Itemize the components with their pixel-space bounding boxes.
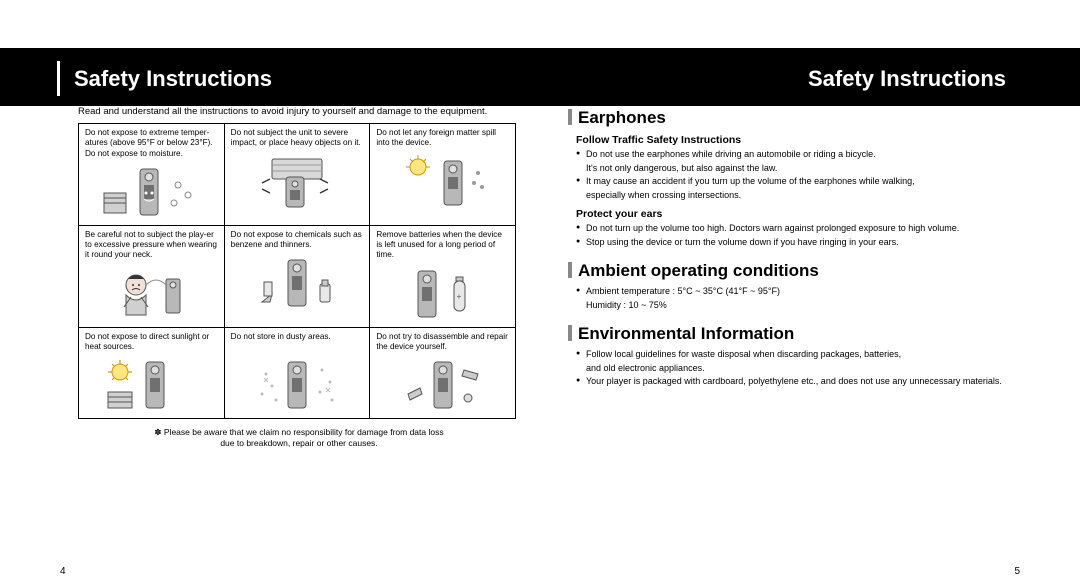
list-traffic: Do not use the earphones while driving a…	[576, 148, 1020, 202]
header-right: Safety Instructions	[560, 61, 1020, 96]
list-ears: Do not turn up the volume too high. Doct…	[576, 222, 1020, 249]
list-item: Ambient temperature : 5°C ~ 35°C (41°F ~…	[576, 285, 1020, 312]
spread: Safety Instructions Read and understand …	[0, 0, 1080, 449]
illustration	[231, 354, 364, 416]
list-item: Stop using the device or turn the volume…	[576, 236, 1020, 250]
list-item: Do not turn up the volume too high. Doct…	[576, 222, 1020, 236]
illustration: +	[376, 263, 509, 325]
cell-2-0: Do not expose to direct sunlight or heat…	[79, 327, 225, 419]
illustration	[85, 263, 218, 325]
sub-traffic: Follow Traffic Safety Instructions	[576, 134, 1020, 146]
sub-ears: Protect your ears	[576, 208, 1020, 220]
cell-1-2: Remove batteries when the device is left…	[370, 225, 516, 327]
illustration	[231, 252, 364, 314]
cell-1-1: Do not expose to chemicals such as benze…	[224, 225, 370, 327]
page-num-left: 4	[60, 566, 66, 577]
section-earphones: Earphones	[568, 108, 1020, 128]
page-num-right: 5	[1014, 566, 1020, 577]
list-ambient: Ambient temperature : 5°C ~ 35°C (41°F ~…	[576, 285, 1020, 312]
cell-0-2: Do not let any foreign matter spill into…	[370, 124, 516, 226]
right-content: Earphones Follow Traffic Safety Instruct…	[560, 108, 1020, 389]
illustration	[231, 151, 364, 213]
illustration	[376, 151, 509, 213]
safety-grid: Do not expose to extreme temper-atures (…	[78, 123, 516, 419]
page-right: Safety Instructions Earphones Follow Tra…	[540, 0, 1040, 449]
page-left: Safety Instructions Read and understand …	[40, 0, 540, 449]
illustration	[376, 354, 509, 416]
list-env: Follow local guidelines for waste dispos…	[576, 348, 1020, 389]
svg-text:+: +	[456, 292, 461, 301]
cell-0-1: Do not subject the unit to severe impact…	[224, 124, 370, 226]
cell-2-1: Do not store in dusty areas.	[224, 327, 370, 419]
header-title-right: Safety Instructions	[808, 66, 1006, 92]
list-item: It may cause an accident if you turn up …	[576, 175, 1020, 202]
header-left: Safety Instructions	[57, 61, 520, 96]
header-title-left: Safety Instructions	[74, 66, 272, 92]
list-item: Your player is packaged with cardboard, …	[576, 375, 1020, 389]
cell-2-2: Do not try to disassemble and repair the…	[370, 327, 516, 419]
section-ambient: Ambient operating conditions	[568, 261, 1020, 281]
section-env: Environmental Information	[568, 324, 1020, 344]
illustration	[85, 354, 218, 416]
list-item: Follow local guidelines for waste dispos…	[576, 348, 1020, 375]
disclaimer: ✽ Please be aware that we claim no respo…	[78, 427, 520, 449]
cell-1-0: Be careful not to subject the play-er to…	[79, 225, 225, 327]
intro-text: Read and understand all the instructions…	[78, 106, 520, 117]
list-item: Do not use the earphones while driving a…	[576, 148, 1020, 175]
cell-0-0: Do not expose to extreme temper-atures (…	[79, 124, 225, 226]
illustration	[85, 161, 218, 223]
